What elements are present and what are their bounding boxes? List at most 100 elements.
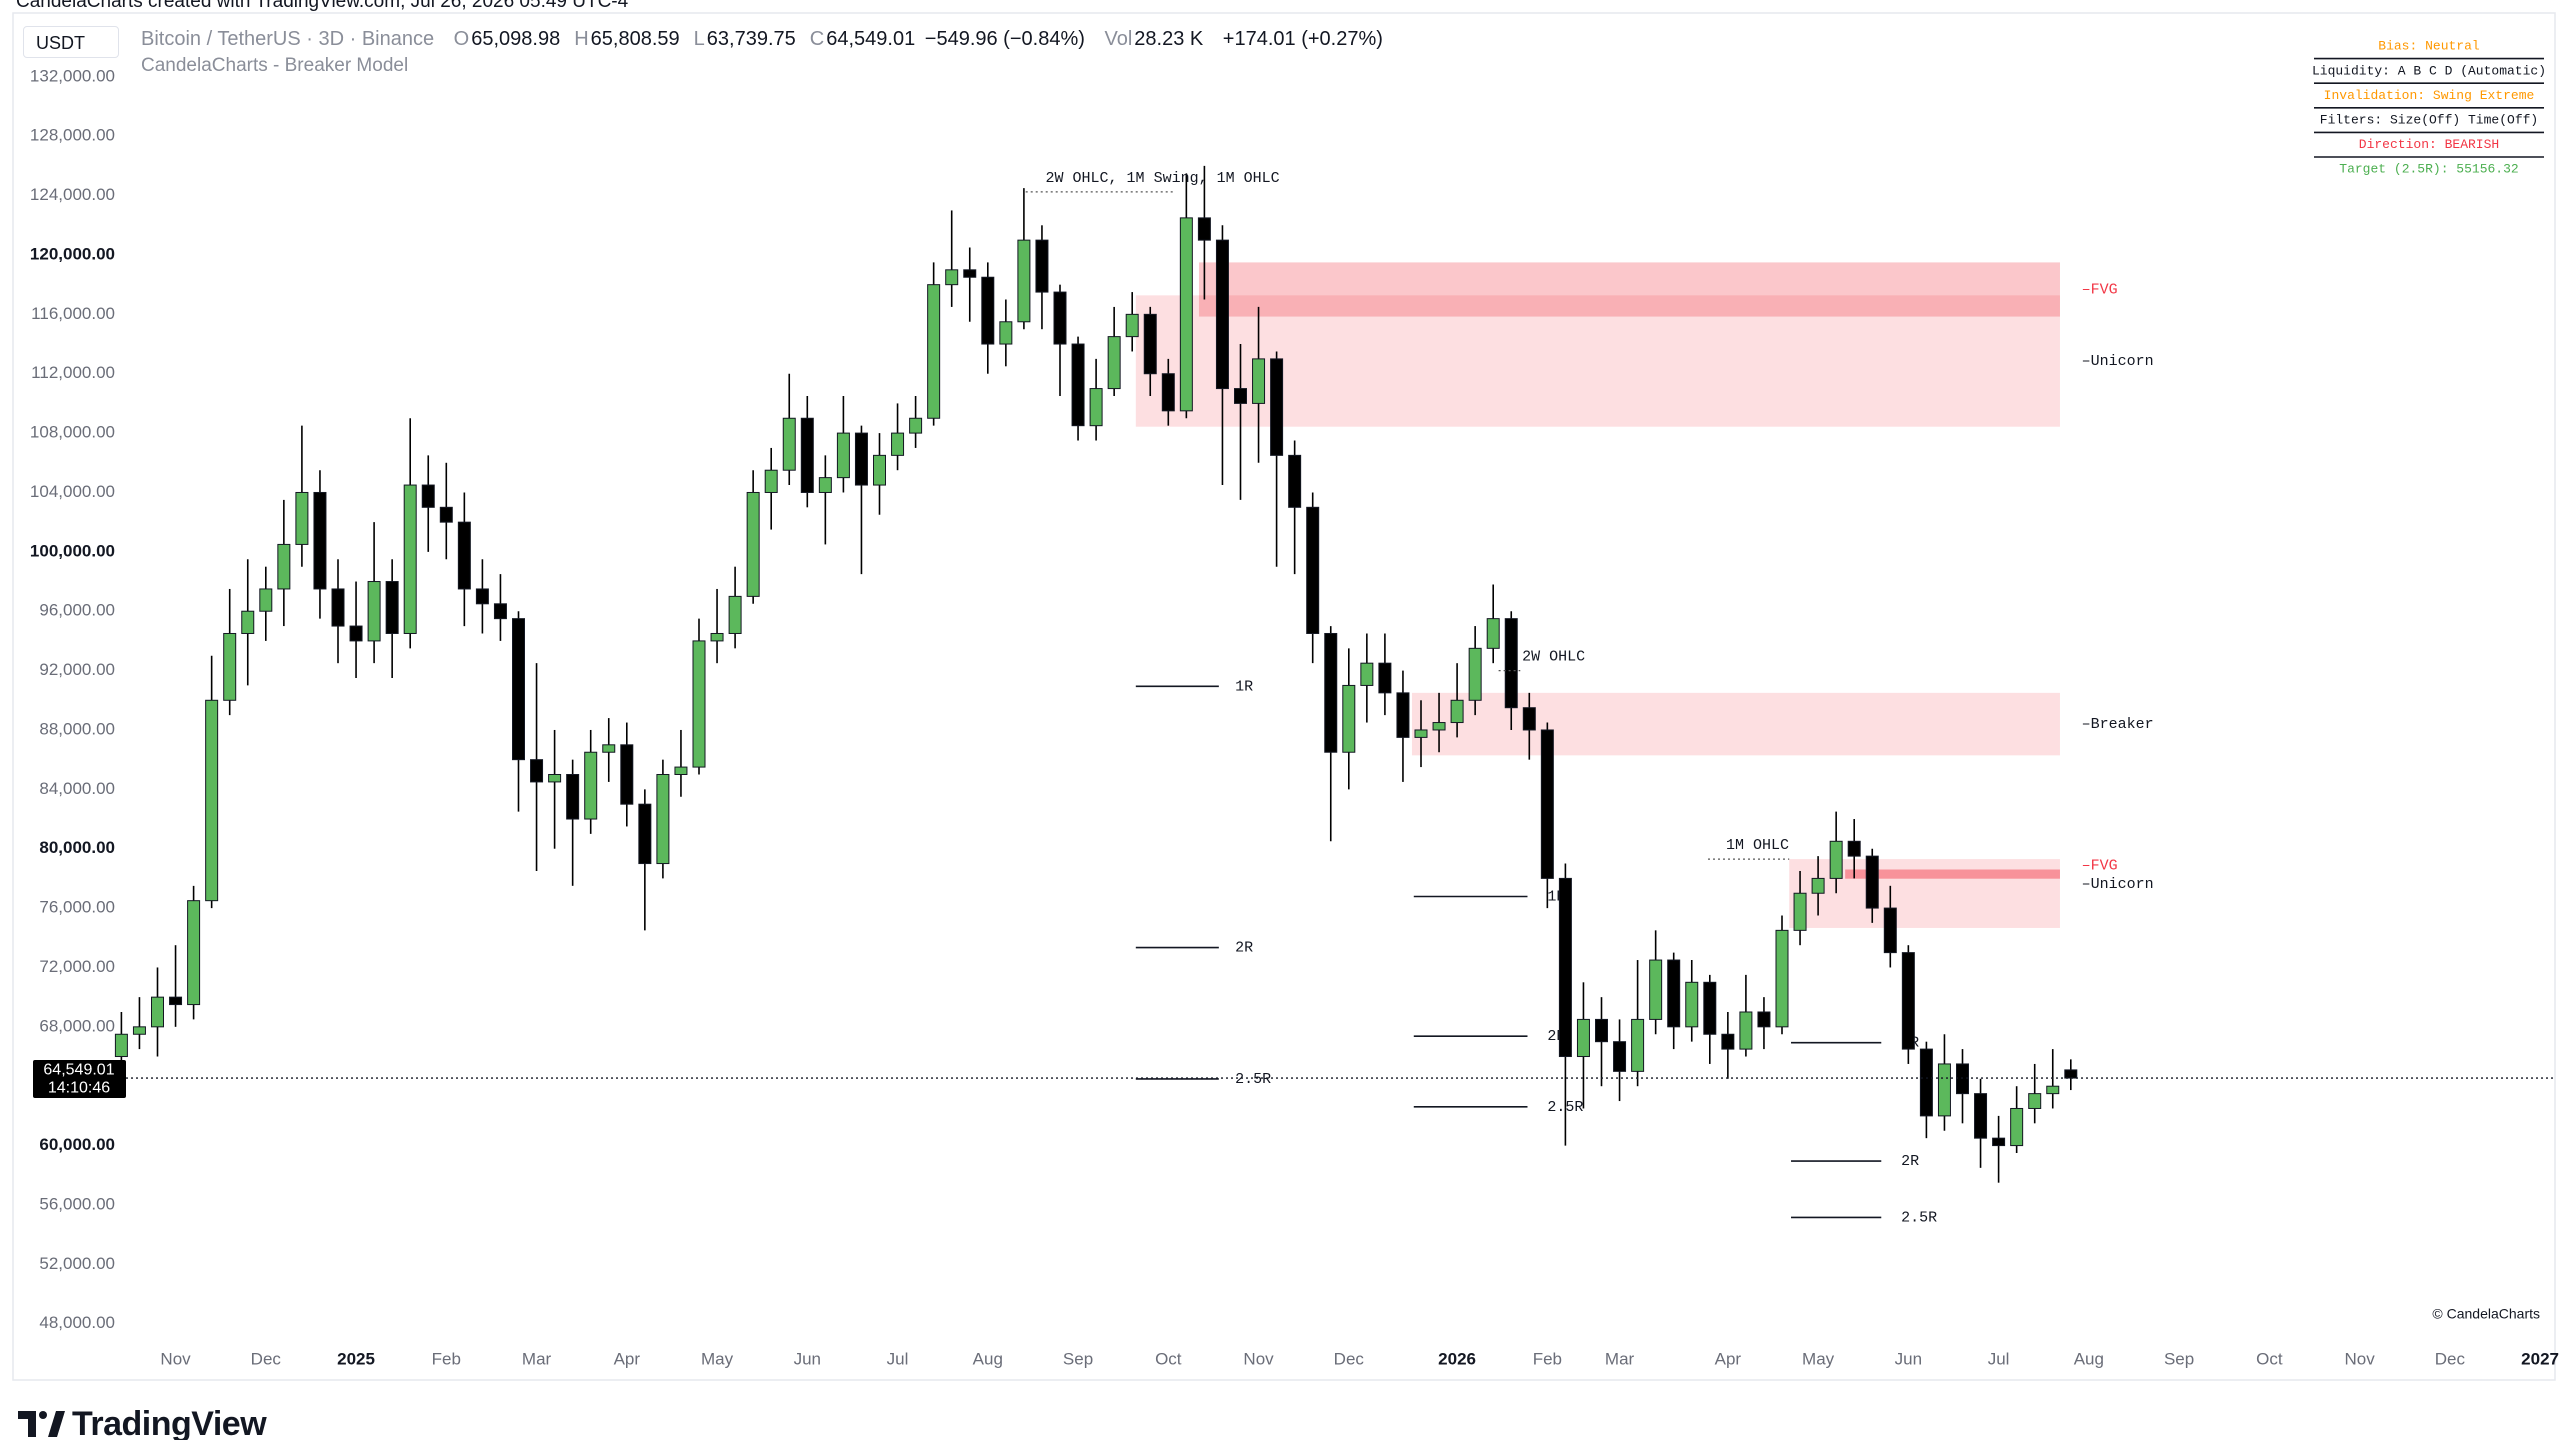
x-tick-label: Mar bbox=[1605, 1349, 1635, 1368]
y-tick-label: 92,000.00 bbox=[39, 660, 115, 679]
copyright: © CandelaCharts bbox=[2432, 1306, 2540, 1322]
x-tick-label: Nov bbox=[1243, 1349, 1274, 1368]
x-tick-label: May bbox=[1802, 1349, 1835, 1368]
x-tick-label: Aug bbox=[973, 1349, 1003, 1368]
table-cell: Liquidity: A B C D (Automatic) bbox=[2312, 63, 2546, 78]
symbol-title: Bitcoin / TetherUS · 3D · Binance bbox=[141, 28, 435, 50]
candle-body bbox=[1956, 1063, 1969, 1095]
countdown: 14:10:46 bbox=[48, 1079, 110, 1096]
candle-body bbox=[782, 417, 796, 471]
candle-body bbox=[512, 618, 525, 761]
candle-body bbox=[457, 521, 471, 590]
x-tick-label: Feb bbox=[1533, 1349, 1562, 1368]
candle-body bbox=[2010, 1107, 2024, 1147]
candle-body bbox=[1829, 840, 1843, 879]
zone-label: –Breaker bbox=[2082, 716, 2154, 733]
candle-body bbox=[259, 588, 273, 612]
volume: 28.23 K bbox=[1134, 28, 1204, 50]
candle-body bbox=[710, 632, 724, 642]
x-tick-label: 2026 bbox=[1438, 1349, 1476, 1368]
candle-body bbox=[1775, 929, 1789, 1028]
candle-body bbox=[999, 321, 1013, 345]
candle-body bbox=[1252, 358, 1266, 404]
candle-body bbox=[927, 284, 941, 419]
candle-body bbox=[1306, 506, 1320, 634]
x-tick-label: 2025 bbox=[337, 1349, 375, 1368]
y-tick-label: 52,000.00 bbox=[39, 1254, 115, 1273]
candle-body bbox=[981, 276, 995, 345]
zone-label: –Unicorn bbox=[2082, 353, 2154, 370]
candle-body bbox=[385, 581, 399, 634]
zone-box bbox=[1198, 262, 2060, 317]
ohlc-value: 64,549.01 bbox=[826, 28, 916, 50]
x-tick-label: 2027 bbox=[2521, 1349, 2559, 1368]
x-tick-label: Jul bbox=[1988, 1349, 2010, 1368]
candle-body bbox=[1937, 1063, 1951, 1117]
volume-key: Vol bbox=[1104, 28, 1133, 50]
candle-body bbox=[1071, 343, 1085, 427]
candle-body bbox=[1125, 313, 1139, 338]
candle-body bbox=[584, 751, 598, 820]
candle-body bbox=[1089, 388, 1103, 427]
candle-body bbox=[1739, 1011, 1753, 1050]
candle-body bbox=[493, 603, 507, 620]
candle-body bbox=[1450, 699, 1464, 724]
table-cell: Bias: Neutral bbox=[2378, 39, 2480, 54]
level-label: 2.5R bbox=[1235, 1071, 1271, 1088]
zone-box bbox=[1411, 692, 2060, 756]
y-tick-label: 56,000.00 bbox=[39, 1194, 115, 1213]
candle-body bbox=[187, 900, 201, 1006]
zones bbox=[1135, 262, 2060, 928]
x-tick-label: Apr bbox=[614, 1349, 641, 1368]
x-tick-label: Dec bbox=[251, 1349, 282, 1368]
x-tick-label: Jul bbox=[887, 1349, 909, 1368]
table-cell: Invalidation: Swing Extreme bbox=[2324, 88, 2535, 103]
candle-body bbox=[1522, 707, 1536, 731]
zone-box bbox=[1135, 295, 2060, 427]
table-cell: Filters: Size(Off) Time(Off) bbox=[2320, 113, 2538, 128]
candle-body bbox=[1360, 662, 1374, 686]
y-tick-label: 60,000.00 bbox=[39, 1135, 115, 1154]
candle-body bbox=[475, 588, 489, 605]
x-tick-label: Dec bbox=[1334, 1349, 1365, 1368]
y-tick-label: 112,000.00 bbox=[31, 363, 115, 382]
x-tick-label: Dec bbox=[2435, 1349, 2466, 1368]
candle-body bbox=[854, 432, 868, 486]
candle-body bbox=[1179, 217, 1193, 412]
candle-body bbox=[530, 759, 544, 783]
candle-body bbox=[1649, 959, 1663, 1020]
candle-body bbox=[1342, 684, 1356, 753]
y-tick-label: 116,000.00 bbox=[31, 304, 115, 323]
last-price-label: 64,549.01 bbox=[43, 1061, 114, 1078]
y-tick-label: 48,000.00 bbox=[39, 1313, 115, 1332]
x-tick-label: Jun bbox=[794, 1349, 821, 1368]
candle-body bbox=[1974, 1093, 1988, 1139]
candle-body bbox=[1721, 1033, 1735, 1050]
chart-frame bbox=[12, 12, 2556, 1381]
currency-button[interactable]: USDT bbox=[23, 26, 119, 58]
candle-body bbox=[1757, 1011, 1771, 1028]
candle-body bbox=[963, 269, 977, 278]
candle-body bbox=[1558, 877, 1572, 1058]
candle-body bbox=[331, 588, 345, 627]
y-tick-label: 120,000.00 bbox=[30, 244, 115, 263]
zone-label: –FVG bbox=[2082, 281, 2118, 298]
footer-text: TradingView bbox=[72, 1404, 267, 1440]
candle-body bbox=[151, 996, 164, 1028]
x-tick-label: Sep bbox=[1063, 1349, 1093, 1368]
x-tick-label: Oct bbox=[1155, 1349, 1182, 1368]
last-price-box bbox=[33, 1060, 126, 1099]
candle-body bbox=[1883, 907, 1897, 954]
candle-body bbox=[295, 491, 309, 545]
annotation-label: 1M OHLC bbox=[1726, 837, 1789, 854]
ohlc-key: O bbox=[453, 28, 470, 50]
logo-icon bbox=[18, 1411, 65, 1437]
candle-body bbox=[367, 581, 381, 642]
ohlc-value: 63,739.75 bbox=[706, 28, 796, 50]
x-tick-label: Oct bbox=[2256, 1349, 2283, 1368]
candle-body bbox=[1468, 647, 1482, 701]
level-label: 1R bbox=[1235, 678, 1253, 695]
x-tick-label: Jun bbox=[1895, 1349, 1922, 1368]
candle-body bbox=[1992, 1137, 2006, 1147]
